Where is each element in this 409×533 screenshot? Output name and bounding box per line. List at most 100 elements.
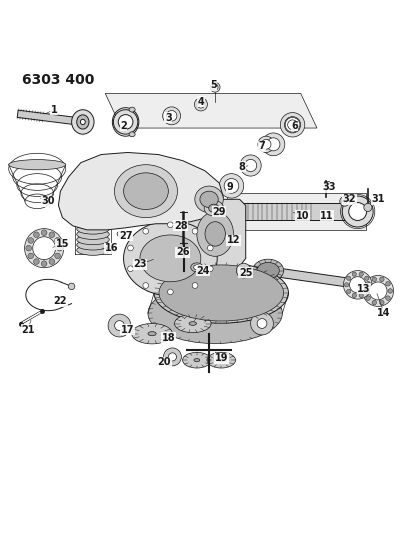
Ellipse shape xyxy=(193,359,199,362)
Circle shape xyxy=(368,282,386,300)
Text: 23: 23 xyxy=(133,260,146,270)
Ellipse shape xyxy=(123,173,168,209)
Circle shape xyxy=(167,289,173,295)
Ellipse shape xyxy=(76,245,109,255)
Circle shape xyxy=(207,266,213,272)
Ellipse shape xyxy=(256,262,279,279)
Ellipse shape xyxy=(72,110,94,134)
Ellipse shape xyxy=(9,159,65,170)
Ellipse shape xyxy=(200,191,218,207)
Text: 8: 8 xyxy=(238,161,245,172)
Ellipse shape xyxy=(76,235,109,245)
Circle shape xyxy=(365,296,370,301)
Ellipse shape xyxy=(148,283,282,344)
Circle shape xyxy=(349,277,365,293)
Circle shape xyxy=(167,222,173,228)
Circle shape xyxy=(28,238,34,243)
Ellipse shape xyxy=(139,235,200,282)
Text: 29: 29 xyxy=(212,206,225,216)
Ellipse shape xyxy=(123,221,217,296)
Ellipse shape xyxy=(218,359,224,362)
Ellipse shape xyxy=(204,222,225,246)
Text: 17: 17 xyxy=(121,325,134,335)
Ellipse shape xyxy=(190,263,202,272)
Circle shape xyxy=(194,98,207,111)
Text: 3: 3 xyxy=(164,113,171,123)
Circle shape xyxy=(365,281,370,286)
Circle shape xyxy=(351,293,355,297)
Text: 19: 19 xyxy=(214,353,227,363)
Text: 21: 21 xyxy=(21,325,34,335)
Circle shape xyxy=(236,263,250,278)
Text: 1: 1 xyxy=(51,104,58,115)
Circle shape xyxy=(49,259,54,264)
Circle shape xyxy=(266,138,279,151)
Circle shape xyxy=(108,314,130,337)
Ellipse shape xyxy=(154,263,288,323)
Circle shape xyxy=(168,353,176,361)
Circle shape xyxy=(49,232,54,238)
Circle shape xyxy=(68,283,74,289)
Ellipse shape xyxy=(174,314,211,333)
Polygon shape xyxy=(227,193,365,230)
Circle shape xyxy=(366,282,370,287)
Circle shape xyxy=(342,199,346,204)
Text: 31: 31 xyxy=(371,195,384,204)
Circle shape xyxy=(240,268,246,274)
Text: 28: 28 xyxy=(173,221,187,231)
Ellipse shape xyxy=(252,259,283,282)
Circle shape xyxy=(34,232,39,238)
Text: 13: 13 xyxy=(356,284,370,294)
Circle shape xyxy=(127,266,133,272)
Text: 33: 33 xyxy=(321,182,335,192)
Text: 12: 12 xyxy=(226,235,240,245)
Circle shape xyxy=(387,289,391,293)
Text: 22: 22 xyxy=(54,296,67,306)
Ellipse shape xyxy=(80,119,85,125)
Circle shape xyxy=(244,159,256,172)
Ellipse shape xyxy=(129,132,135,137)
Text: 6: 6 xyxy=(290,121,297,131)
Circle shape xyxy=(280,112,304,137)
Ellipse shape xyxy=(129,107,135,112)
Circle shape xyxy=(358,293,362,297)
Circle shape xyxy=(26,245,31,251)
Circle shape xyxy=(379,300,383,305)
Circle shape xyxy=(346,289,350,294)
Polygon shape xyxy=(58,152,223,230)
Text: 16: 16 xyxy=(104,243,118,253)
Circle shape xyxy=(127,245,133,251)
Circle shape xyxy=(25,229,63,268)
Circle shape xyxy=(56,245,62,251)
Circle shape xyxy=(339,197,349,206)
Circle shape xyxy=(371,277,375,281)
Circle shape xyxy=(363,289,367,293)
Circle shape xyxy=(28,253,34,259)
Circle shape xyxy=(250,312,273,335)
Polygon shape xyxy=(227,204,357,220)
Ellipse shape xyxy=(189,322,196,325)
Circle shape xyxy=(385,281,389,286)
Circle shape xyxy=(351,272,355,276)
Polygon shape xyxy=(105,93,316,128)
Circle shape xyxy=(379,277,383,281)
Circle shape xyxy=(33,237,55,260)
Circle shape xyxy=(257,136,274,152)
Ellipse shape xyxy=(193,265,200,270)
Circle shape xyxy=(163,348,181,366)
Ellipse shape xyxy=(76,115,89,129)
Circle shape xyxy=(239,155,261,176)
Text: 32: 32 xyxy=(342,195,355,204)
Circle shape xyxy=(346,276,350,280)
Ellipse shape xyxy=(194,186,223,213)
Circle shape xyxy=(344,282,348,287)
Ellipse shape xyxy=(196,212,233,256)
Circle shape xyxy=(197,101,204,108)
Circle shape xyxy=(219,174,243,198)
Text: 18: 18 xyxy=(161,333,175,343)
Circle shape xyxy=(364,276,368,280)
Circle shape xyxy=(166,110,176,121)
Text: 2: 2 xyxy=(120,121,127,131)
Text: 26: 26 xyxy=(175,247,189,257)
Text: 30: 30 xyxy=(41,196,55,206)
